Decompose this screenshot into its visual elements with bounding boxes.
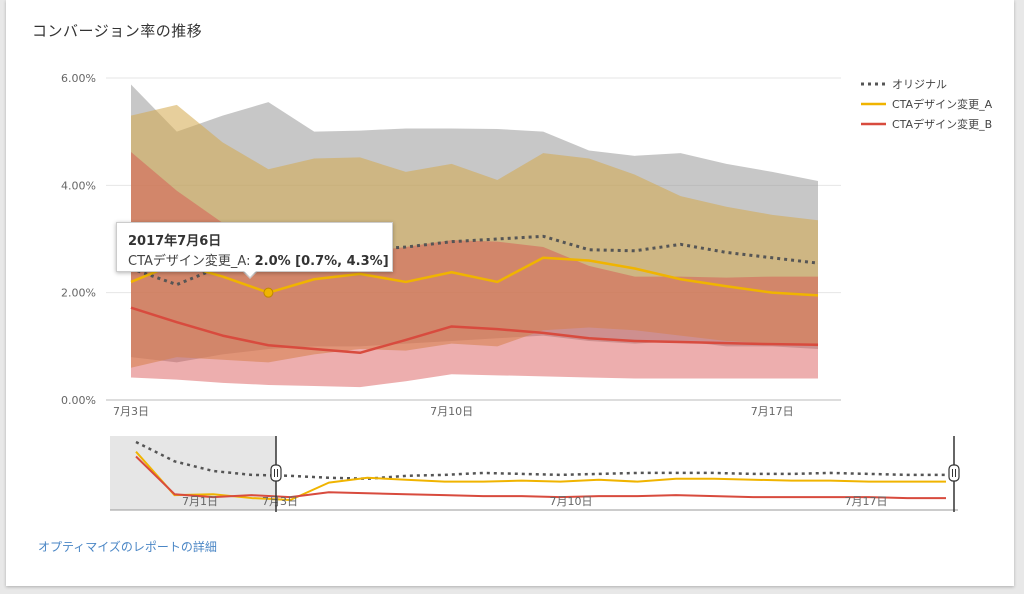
navigator-left-handle[interactable] <box>270 464 282 482</box>
y-tick-label: 2.00% <box>61 287 96 300</box>
line-series-1 <box>130 256 819 297</box>
tooltip-date: 2017年7月6日 <box>128 234 222 249</box>
tooltip-tail-inner <box>241 268 259 277</box>
confidence-band-series-2 <box>131 152 818 388</box>
confidence-band-series-1 <box>131 104 818 368</box>
handle-grip <box>270 464 282 482</box>
x-tick-label: 7月3日 <box>113 405 149 418</box>
y-axis-ticks: 0.00% 2.00% 4.00% 6.00% <box>61 72 96 407</box>
tooltip-value: 2.0% [0.7%, 4.3%] <box>254 254 389 269</box>
tooltip-body: CTAデザイン変更_A: 2.0% [0.7%, 4.3%] <box>128 250 389 269</box>
line-series-2 <box>130 306 819 355</box>
navigator-right-handle[interactable] <box>948 464 960 482</box>
highlight-marker <box>263 287 274 298</box>
conversion-rate-chart: 0.00% 2.00% 4.00% 6.00% 7月3日 7月10日 7月17日 オリジナ… <box>61 72 993 512</box>
optimize-report-details-link[interactable]: オプティマイズのレポートの詳細 <box>38 540 217 554</box>
y-tick-label: 4.00% <box>61 179 96 192</box>
navigator-tick-label: 7月3日 <box>262 495 298 508</box>
range-navigator: 7月1日 7月3日 7月10日 7月17日 <box>110 436 960 512</box>
confidence-bands <box>131 84 818 388</box>
x-tick-label: 7月10日 <box>430 405 473 418</box>
legend-label: オリジナル <box>892 78 947 91</box>
legend-label: CTAデザイン変更_B <box>892 117 992 131</box>
navigator-tick-label: 7月10日 <box>550 495 593 508</box>
x-tick-label: 7月17日 <box>751 405 794 418</box>
conversion-rate-card: コンバージョン率の推移 0.00% 2.00% 4.00% 6.00% 7月3日 7月1… <box>6 0 1014 586</box>
handle-grip <box>948 464 960 482</box>
data-tooltip: 2017年7月6日 CTAデザイン変更_A: 2.0% [0.7%, 4.3%] <box>116 222 393 272</box>
navigator-line-series-1 <box>135 451 946 501</box>
navigator-tick-label: 7月17日 <box>845 495 888 508</box>
navigator-tick-label: 7月1日 <box>182 495 218 508</box>
legend: オリジナル CTAデザイン変更_A CTAデザイン変更_B <box>861 78 993 131</box>
tooltip-series-label: CTAデザイン変更_A: <box>128 254 255 269</box>
navigator-line-series-2 <box>135 455 946 500</box>
legend-label: CTAデザイン変更_A <box>892 97 993 111</box>
y-tick-label: 6.00% <box>61 72 96 85</box>
card-title: コンバージョン率の推移 <box>32 22 203 40</box>
x-axis-ticks: 7月3日 7月10日 7月17日 <box>113 405 794 418</box>
y-tick-label: 0.00% <box>61 394 96 407</box>
